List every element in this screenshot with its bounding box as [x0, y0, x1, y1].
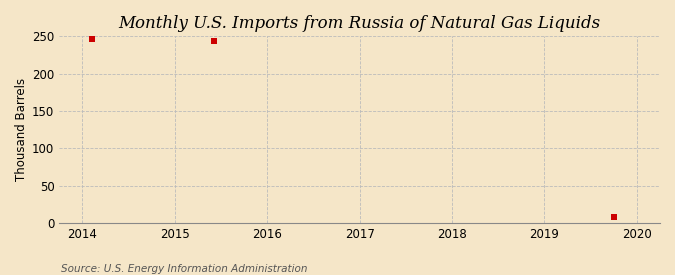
Text: Source: U.S. Energy Information Administration: Source: U.S. Energy Information Administ… [61, 264, 307, 274]
Y-axis label: Thousand Barrels: Thousand Barrels [15, 78, 28, 181]
Title: Monthly U.S. Imports from Russia of Natural Gas Liquids: Monthly U.S. Imports from Russia of Natu… [119, 15, 601, 32]
